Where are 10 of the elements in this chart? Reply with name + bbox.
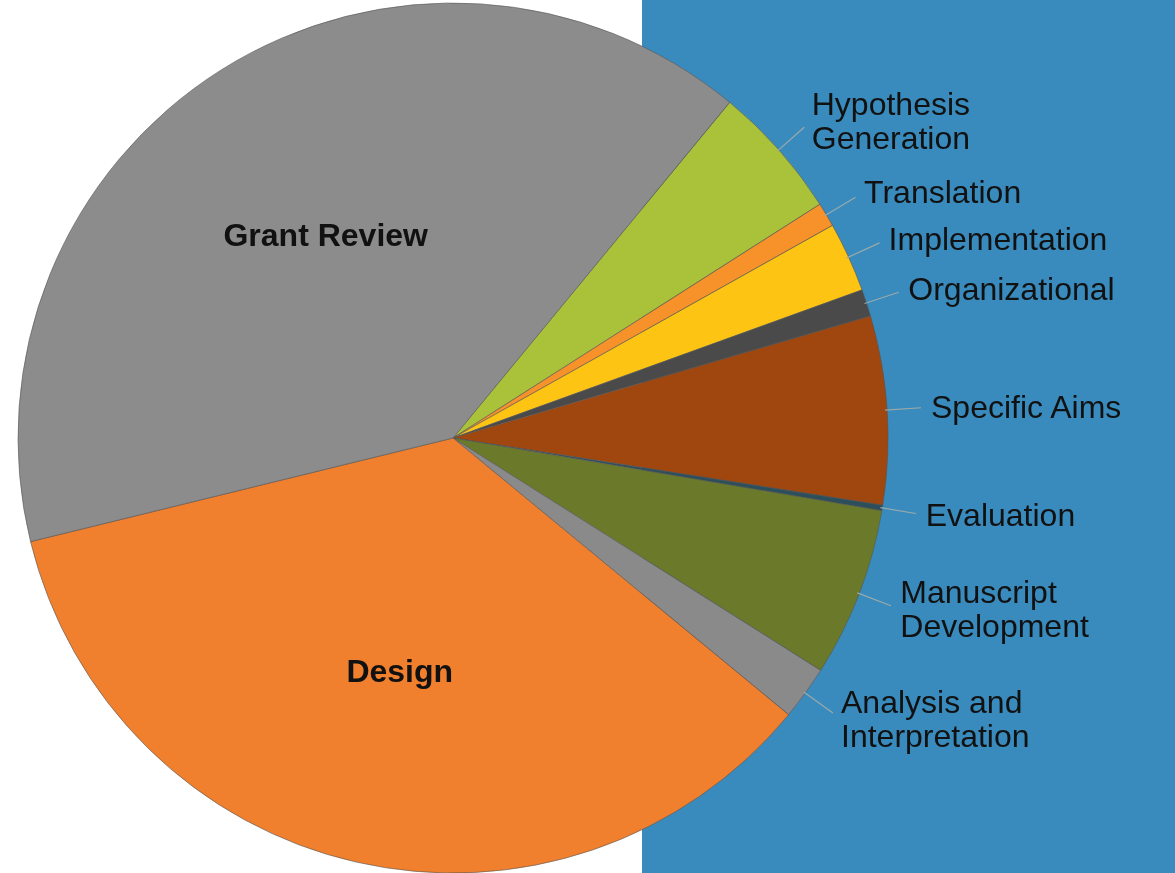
slice-label: Specific Aims: [931, 389, 1122, 426]
slice-label: Translation: [864, 174, 1022, 211]
slice-label: Implementation: [888, 220, 1108, 257]
slice-label: Grant Review: [223, 217, 429, 254]
slice-label: Evaluation: [925, 497, 1076, 534]
slice-label: Analysis and Interpretation: [841, 683, 1030, 754]
slice-label: Hypothesis Generation: [811, 85, 971, 156]
slice-label: Design: [346, 653, 454, 690]
slice-label: Manuscript Development: [900, 574, 1089, 645]
slice-label: Organizational: [908, 271, 1115, 308]
